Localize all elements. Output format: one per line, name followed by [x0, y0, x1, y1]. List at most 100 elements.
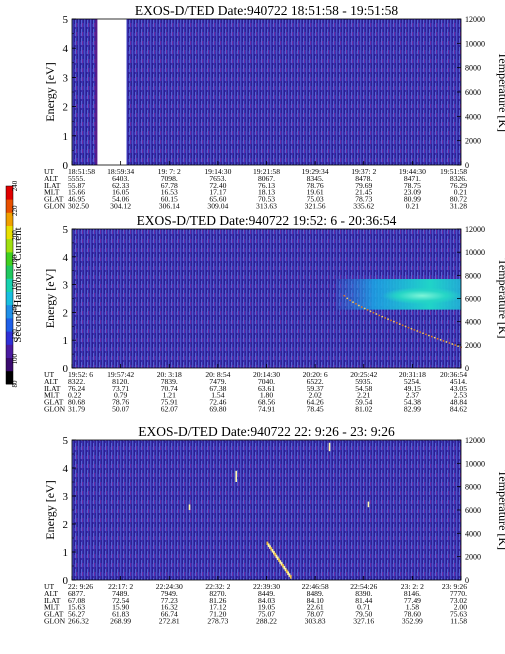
y-tick-label: 5	[63, 224, 69, 236]
colorbar-cell	[6, 357, 13, 372]
data-gap	[97, 19, 127, 165]
table-cell: 7653.	[209, 174, 226, 183]
trace-point	[445, 341, 448, 343]
trace-point	[404, 325, 407, 328]
table-cell: 278.73	[207, 617, 228, 626]
trace-point	[346, 297, 349, 300]
table-cell: 78.07	[307, 610, 324, 619]
y-axis-label: Energy [eV]	[43, 62, 57, 121]
table-cell: 77.23	[161, 596, 178, 605]
data-gap-edge	[95, 19, 98, 165]
table-cell: 67.78	[161, 181, 178, 190]
table-cell: 16.05	[112, 188, 129, 197]
streak-mark	[271, 549, 274, 553]
colorbar-cell	[6, 212, 13, 226]
y2-tick-label: 12000	[465, 436, 485, 445]
y-tick-label: 4	[63, 463, 69, 475]
table-cell: 64.26	[307, 398, 324, 407]
trace-point	[436, 337, 439, 340]
table-cell: 5935.	[355, 377, 372, 386]
table-cell: 75.63	[450, 610, 467, 619]
streak-mark	[279, 560, 282, 564]
y-tick-label: 2	[63, 519, 69, 531]
y2-tick-label: 2000	[465, 341, 481, 350]
colorbar-tick-label: 200	[11, 230, 19, 241]
table-cell: 17.12	[209, 603, 226, 612]
trace-point	[343, 294, 346, 297]
colorbar-cell	[6, 238, 13, 253]
table-cell: 1.58	[406, 603, 419, 612]
table-cell: 8146.	[404, 589, 421, 598]
table-cell: 0.21	[454, 188, 467, 197]
table-row-label: GLON	[44, 617, 66, 626]
table-cell: 303.83	[305, 617, 326, 626]
y2-tick-label: 8000	[465, 271, 481, 280]
table-cell: 352.99	[402, 617, 423, 626]
colorbar-cell	[6, 318, 13, 332]
table-cell: 1.80	[260, 391, 273, 400]
spot-mark	[235, 470, 237, 482]
y-tick-label: 2	[63, 307, 69, 319]
table-cell: 67.38	[209, 384, 226, 393]
table-cell: 84.03	[258, 596, 275, 605]
colorbar-tick-label: 160	[11, 279, 19, 290]
colorbar-tick-label: 180	[11, 255, 19, 266]
y2-tick-label: 2000	[465, 137, 481, 146]
spectrogram-panel-2: EXOS-D/TED Date:940722 19:52: 6 - 20:36:…	[43, 213, 505, 414]
streak-mark	[280, 562, 283, 566]
table-cell: 65.60	[209, 195, 226, 204]
table-cell: 70.74	[161, 384, 178, 393]
table-cell: 77.49	[404, 596, 421, 605]
y-tick-label: 5	[63, 14, 69, 26]
table-cell: 56.27	[68, 610, 85, 619]
spot-mark	[328, 442, 331, 452]
table-row-label: ILAT	[44, 384, 61, 393]
table-cell: 62.33	[112, 181, 129, 190]
table-cell: 302.50	[68, 202, 89, 211]
table-cell: 7949.	[161, 589, 178, 598]
table-cell: 268.99	[110, 617, 131, 626]
table-cell: 1.54	[211, 391, 224, 400]
trace-point	[422, 332, 424, 335]
trace-point	[357, 304, 360, 307]
table-cell: 15.63	[68, 603, 85, 612]
table-cell: 7770.	[450, 589, 467, 598]
streak-mark	[284, 567, 287, 572]
table-cell: 73.71	[112, 384, 129, 393]
table-cell: 8478.	[355, 174, 372, 183]
table-row-label: GLON	[44, 202, 66, 211]
table-cell: 19:37: 2	[351, 167, 376, 176]
table-cell: 78.76	[112, 398, 129, 407]
table-cell: 8120.	[112, 377, 129, 386]
y2-tick-label: 6000	[465, 506, 481, 515]
y2-tick-label: 0	[465, 161, 469, 170]
table-row-label: UT	[44, 167, 54, 176]
table-cell: 50.07	[112, 405, 129, 414]
colorbar-tick-label: 100	[11, 354, 19, 365]
table-cell: 19.05	[258, 603, 275, 612]
table-cell: 8067.	[258, 174, 275, 183]
table-row-label: ALT	[44, 589, 58, 598]
table-cell: 306.14	[159, 202, 180, 211]
trace-point	[378, 314, 381, 317]
table-cell: 2.21	[357, 391, 370, 400]
table-cell: 20:20: 6	[303, 370, 328, 379]
table-cell: 19:44:30	[399, 167, 426, 176]
trace-point	[425, 333, 427, 336]
table-cell: 48.84	[450, 398, 467, 407]
y-tick-label: 0	[63, 575, 69, 587]
table-cell: 321.56	[305, 202, 326, 211]
streak-mark	[288, 573, 291, 577]
table-cell: 66.74	[161, 610, 178, 619]
table-cell: 79.50	[355, 610, 372, 619]
y-tick-label: 3	[63, 72, 69, 84]
table-cell: 0.79	[114, 391, 127, 400]
table-cell: 75.07	[258, 610, 275, 619]
table-row-label: ALT	[44, 174, 58, 183]
table-cell: 78.76	[307, 181, 324, 190]
table-row-label: GLAT	[44, 398, 64, 407]
y2-tick-label: 2000	[465, 553, 481, 562]
emission-band-core	[382, 287, 462, 305]
table-cell: 71.20	[209, 610, 226, 619]
panel-title: EXOS-D/TED Date:940722 22: 9:26 - 23: 9:…	[138, 424, 395, 439]
